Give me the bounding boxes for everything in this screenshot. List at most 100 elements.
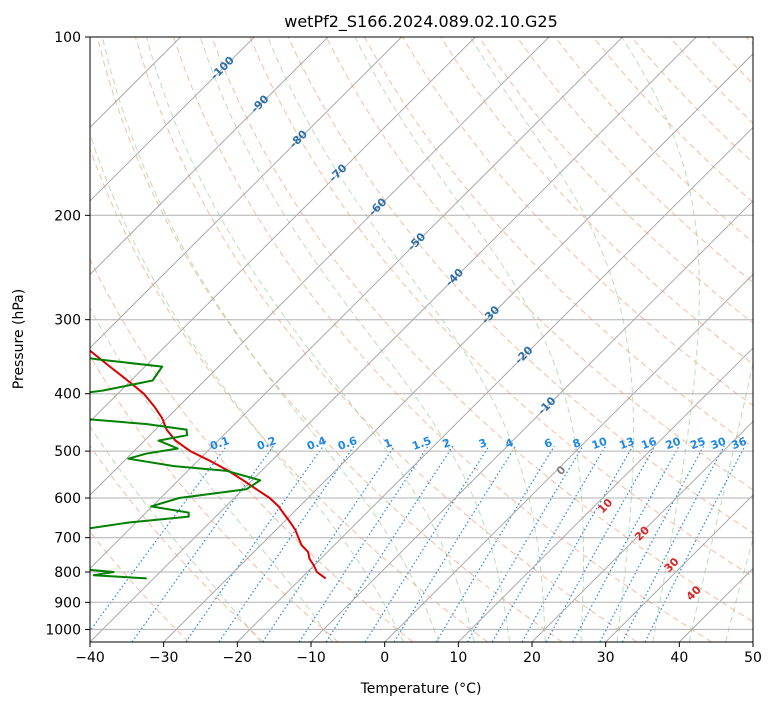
x-tick-label: −20 <box>223 650 253 666</box>
mixing-ratio-label: 36 <box>730 435 749 453</box>
isotherm-label: -30 <box>479 303 502 326</box>
isotherm-line <box>531 420 753 642</box>
mixing-ratio-line <box>364 445 490 642</box>
moist-adiabat-line <box>621 37 700 642</box>
x-tick-label: −10 <box>296 650 326 666</box>
dry-adiabat-line <box>90 258 414 642</box>
isotherm-line <box>163 53 753 642</box>
mixing-ratio-line <box>521 445 634 642</box>
moist-adiabat-line <box>267 37 546 642</box>
x-tick-label: 50 <box>744 650 762 666</box>
mixing-ratio-line <box>131 445 274 642</box>
x-tick-label: 0 <box>380 650 389 666</box>
isotherm-line <box>90 37 697 642</box>
moist-adiabat-label: 40 <box>684 583 704 603</box>
mixing-ratio-label: 8 <box>571 436 583 451</box>
isotherm-line <box>90 37 623 570</box>
mixing-ratio-line <box>90 445 228 632</box>
dry-adiabat-line <box>90 530 190 642</box>
dry-adiabat-line <box>592 37 753 203</box>
mixing-ratio-label: 30 <box>709 435 728 453</box>
dry-adiabat-line <box>745 37 753 45</box>
dry-adiabat-line <box>90 147 488 642</box>
isotherm-line <box>678 567 753 642</box>
mixing-ratio-label: 16 <box>640 435 659 453</box>
mixing-ratio-line <box>545 445 656 642</box>
moist-adiabat-line <box>145 37 475 642</box>
x-tick-label: 30 <box>597 650 615 666</box>
isotherm-line <box>90 37 476 423</box>
chart-title: wetPf2_S166.2024.089.02.10.G25 <box>284 12 558 32</box>
x-tick-label: −40 <box>75 650 105 666</box>
dry-adiabat-line <box>669 37 753 124</box>
mixing-ratio-label: 4 <box>504 436 516 451</box>
temperature-series-line <box>90 349 327 580</box>
isotherm-label: -100 <box>208 53 237 82</box>
isotherm-line <box>310 200 753 642</box>
mixing-ratio-line <box>325 445 454 642</box>
y-tick-label: 400 <box>54 387 81 403</box>
moist-adiabat-line <box>725 537 753 642</box>
isotherm-line <box>605 494 753 642</box>
mixing-ratio-line <box>298 445 429 642</box>
x-axis: −40 −30 −20 −10 0 10 20 30 40 50 <box>75 642 762 666</box>
moist-adiabat-line <box>199 37 511 642</box>
dry-adiabat-line <box>96 37 563 642</box>
mixing-ratio-label: 6 <box>542 436 554 451</box>
mixing-ratio-line <box>435 445 556 642</box>
mixing-ratio-line <box>644 445 746 642</box>
dry-adiabat-line <box>249 37 753 578</box>
isotherm-line <box>457 347 753 642</box>
moist-adiabat-line <box>90 132 405 642</box>
mixing-ratio-label: 0.6 <box>336 434 359 453</box>
y-tick-label: 800 <box>54 565 81 581</box>
mixing-ratio-label: 20 <box>664 435 683 453</box>
dry-adiabat-line <box>325 37 753 491</box>
x-tick-label: 10 <box>449 650 467 666</box>
x-axis-title: Temperature (°C) <box>360 681 482 697</box>
isotherm-line <box>90 37 550 496</box>
moist-adiabat-line <box>354 37 584 642</box>
y-axis-title: Pressure (hPa) <box>11 289 27 389</box>
moist-adiabat-line <box>90 306 334 642</box>
y-tick-label: 200 <box>54 208 81 224</box>
dry-adiabat-line <box>287 37 753 534</box>
moist-adiabat-line <box>688 361 753 642</box>
dry-adiabat-line <box>173 37 712 642</box>
mixing-ratio-line <box>621 445 725 642</box>
x-tick-label: 20 <box>523 650 541 666</box>
isotherm-line <box>384 273 753 642</box>
y-tick-label: 1000 <box>45 622 81 638</box>
y-tick-label: 300 <box>54 313 81 329</box>
dry-adiabat-line <box>90 355 339 642</box>
mixing-ratio-label: 1.5 <box>410 434 433 453</box>
grid-lines <box>90 37 753 642</box>
dry-adiabat-line <box>707 37 753 85</box>
dry-adiabat-line <box>211 37 753 623</box>
mixing-ratio-label: 25 <box>688 435 707 452</box>
dry-adiabat-line <box>90 445 264 642</box>
plot-frame <box>89 36 754 643</box>
y-tick-label: 700 <box>54 531 81 547</box>
isotherm-label: -70 <box>326 161 349 184</box>
mixing-ratio-label: 0.4 <box>305 434 328 453</box>
mixing-ratio-label: 2 <box>441 436 453 451</box>
y-tick-label: 500 <box>54 444 81 460</box>
mixing-ratio-label: 13 <box>617 435 636 452</box>
mixing-ratio-line <box>262 445 396 642</box>
mixing-ratio-label: 10 <box>590 435 609 453</box>
series-layer <box>90 349 327 580</box>
reference-lines <box>90 37 753 642</box>
mixing-ratio-label: 0.1 <box>208 434 231 453</box>
isotherm-line <box>236 126 753 642</box>
moist-adiabat-line <box>101 37 440 642</box>
mixing-ratio-line <box>185 445 324 642</box>
y-tick-label: 900 <box>54 595 81 611</box>
mixing-ratio-label: 1 <box>382 436 394 451</box>
x-tick-label: −30 <box>149 650 179 666</box>
dry-adiabat-line <box>134 37 638 642</box>
y-axis: 100 200 300 400 500 600 700 800 900 1000 <box>45 30 90 638</box>
mixing-ratio-line <box>466 445 584 642</box>
mixing-ratio-label: 3 <box>477 436 489 451</box>
